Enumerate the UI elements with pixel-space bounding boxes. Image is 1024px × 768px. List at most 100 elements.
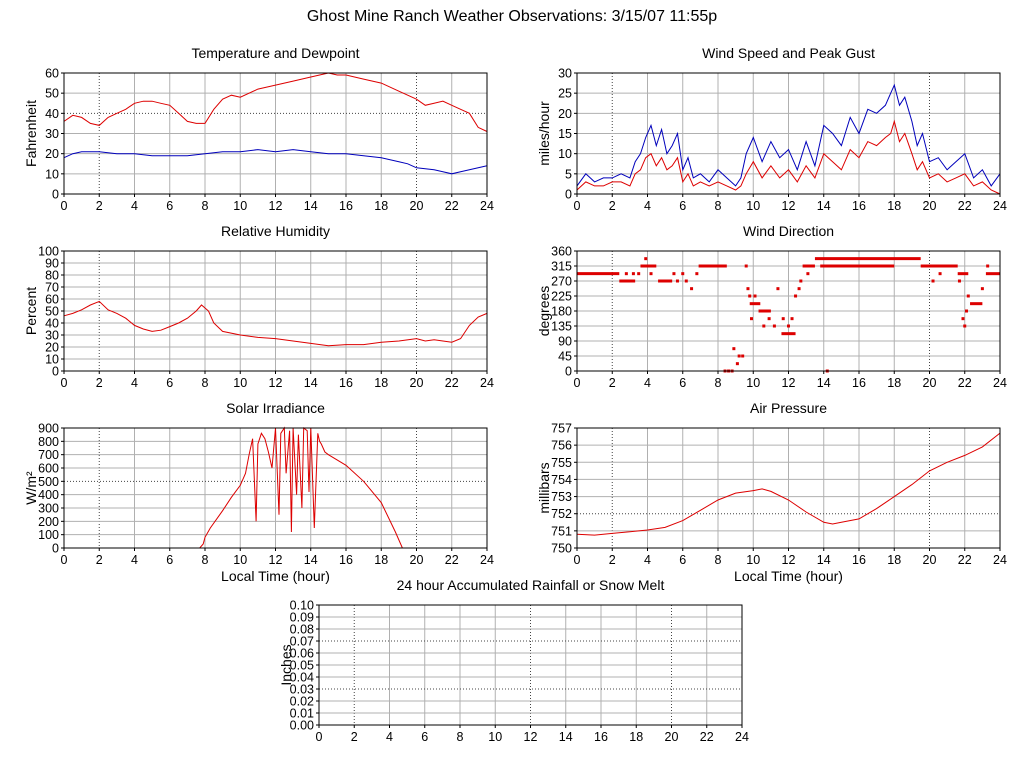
direction-direction-point — [767, 317, 771, 321]
pressure-xtick-label: 14 — [817, 553, 831, 567]
rain-ytick-label: 0.04 — [290, 671, 314, 685]
direction-direction-point — [746, 287, 750, 291]
wind-ytick-label: 0 — [565, 188, 572, 202]
rain-ytick-label: 0.02 — [290, 695, 314, 709]
rain-xtick-label: 2 — [351, 730, 358, 744]
pressure-series-line-0 — [576, 432, 1001, 536]
direction-xtick-label: 18 — [887, 376, 901, 390]
solar-chart-title: Solar Irradiance — [226, 400, 325, 416]
direction-xtick-label: 16 — [852, 376, 866, 390]
wind-xtick-label: 20 — [923, 199, 937, 213]
direction-direction-point — [961, 317, 965, 321]
page-title: Ghost Mine Ranch Weather Observations: 3… — [306, 8, 718, 25]
humidity-xtick-label: 24 — [480, 376, 494, 390]
temp-series-line-1 — [63, 149, 488, 175]
rain-ytick-label: 0.09 — [290, 611, 314, 625]
direction-xtick-label: 14 — [817, 376, 831, 390]
direction-direction-point — [749, 317, 753, 321]
rain-xtick-label: 4 — [386, 730, 393, 744]
direction-direction-point — [631, 272, 635, 276]
rain-xtick-label: 6 — [421, 730, 428, 744]
direction-y-axis-label: degrees — [536, 286, 552, 337]
temp-ytick-label: 0 — [52, 188, 59, 202]
solar-ytick-label: 200 — [38, 515, 59, 529]
direction-direction-point — [772, 324, 776, 328]
solar-ytick-label: 400 — [38, 488, 59, 502]
direction-xtick-label: 8 — [715, 376, 722, 390]
solar-xtick-label: 4 — [131, 553, 138, 567]
temp-xtick-label: 12 — [269, 199, 283, 213]
wind-xtick-label: 0 — [574, 199, 581, 213]
rain-xtick-label: 14 — [559, 730, 573, 744]
temp-ytick-label: 20 — [45, 147, 59, 161]
direction-direction-point — [966, 294, 970, 298]
solar-xtick-label: 18 — [374, 553, 388, 567]
direction-chart-title: Wind Direction — [743, 223, 834, 239]
direction-xtick-label: 22 — [958, 376, 972, 390]
temp-chart-title: Temperature and Dewpoint — [191, 45, 359, 61]
temp-ytick-label: 40 — [45, 107, 59, 121]
direction-direction-point — [741, 354, 745, 358]
temp-ytick-label: 30 — [45, 127, 59, 141]
humidity-ytick-label: 30 — [45, 329, 59, 343]
solar-xtick-label: 20 — [410, 553, 424, 567]
direction-direction-point — [684, 279, 688, 283]
humidity-series-line-0 — [63, 300, 488, 347]
direction-direction-point — [938, 272, 942, 276]
pressure-xtick-label: 18 — [887, 553, 901, 567]
direction-direction-point — [637, 272, 641, 276]
direction-direction-point — [776, 287, 780, 291]
temp-xtick-label: 6 — [166, 199, 173, 213]
wind-y-axis-label: miles/hour — [536, 101, 552, 166]
pressure-xtick-label: 16 — [852, 553, 866, 567]
direction-direction-point — [824, 264, 828, 268]
direction-ytick-label: 135 — [551, 320, 572, 334]
pressure-xtick-label: 2 — [609, 553, 616, 567]
direction-direction-point — [931, 279, 935, 283]
pressure-ytick-label: 751 — [551, 524, 572, 538]
pressure-ytick-label: 754 — [551, 473, 572, 487]
pressure-ytick-label: 752 — [551, 507, 572, 521]
rain-xtick-label: 16 — [594, 730, 608, 744]
pressure-ytick-label: 753 — [551, 490, 572, 504]
direction-direction-point — [790, 317, 794, 321]
wind-ytick-label: 15 — [558, 127, 572, 141]
rain-chart-title: 24 hour Accumulated Rainfall or Snow Mel… — [397, 577, 665, 593]
humidity-xtick-label: 16 — [339, 376, 353, 390]
pressure-xtick-label: 22 — [958, 553, 972, 567]
direction-direction-point — [794, 294, 798, 298]
wind-series-line-1 — [576, 119, 1001, 195]
humidity-xtick-label: 22 — [445, 376, 459, 390]
direction-direction-point — [732, 347, 736, 351]
humidity-ytick-label: 20 — [45, 341, 59, 355]
solar-xtick-label: 0 — [61, 553, 68, 567]
solar-ytick-label: 700 — [38, 448, 59, 462]
rain-y-axis-label: Inches — [278, 644, 294, 685]
humidity-xtick-label: 14 — [304, 376, 318, 390]
pressure-xtick-label: 20 — [923, 553, 937, 567]
humidity-xtick-label: 20 — [410, 376, 424, 390]
direction-ytick-label: 225 — [551, 290, 572, 304]
direction-direction-point — [672, 272, 676, 276]
temp-series-line-0 — [63, 72, 488, 132]
direction-xtick-label: 4 — [644, 376, 651, 390]
pressure-x-axis-label: Local Time (hour) — [734, 568, 843, 584]
temp-xtick-label: 24 — [480, 199, 494, 213]
temp-xtick-label: 4 — [131, 199, 138, 213]
direction-chart: 0 2 4 6 8 10 12 14 16 18 20 22 240459013518022527031… — [536, 223, 1007, 390]
temp-xtick-label: 18 — [374, 199, 388, 213]
rain-ytick-label: 0.01 — [290, 707, 314, 721]
wind-xtick-label: 24 — [993, 199, 1007, 213]
direction-ytick-label: 315 — [551, 260, 572, 274]
humidity-y-axis-label: Percent — [23, 287, 39, 335]
direction-direction-point — [986, 264, 990, 268]
rain-ytick-label: 0.05 — [290, 659, 314, 673]
pressure-xtick-label: 24 — [993, 553, 1007, 567]
rain-xtick-label: 0 — [316, 730, 323, 744]
direction-direction-point — [787, 324, 790, 328]
solar-ytick-label: 600 — [38, 462, 59, 476]
pressure-xtick-label: 12 — [782, 553, 796, 567]
temp-xtick-label: 10 — [233, 199, 247, 213]
wind-ytick-label: 5 — [565, 167, 572, 181]
